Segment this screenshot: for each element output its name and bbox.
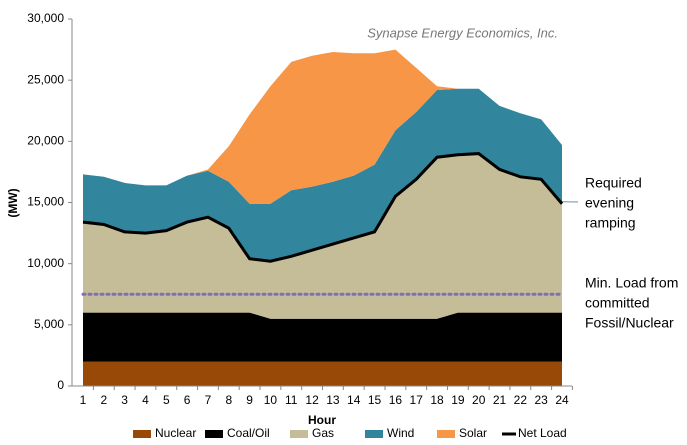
y-axis-label: (MW): [6, 188, 20, 217]
ramping-label: evening: [585, 195, 634, 211]
area: [83, 153, 562, 319]
areas: [83, 49, 562, 386]
legend-swatch: [437, 430, 455, 438]
x-tick-label: 21: [493, 393, 507, 407]
y-tick-label: 0: [57, 378, 64, 392]
y-tick-label: 25,000: [27, 72, 64, 86]
x-tick-label: 9: [246, 393, 253, 407]
y-tick-label: 15,000: [27, 195, 64, 209]
legend-swatch: [365, 430, 383, 438]
x-tick-label: 2: [100, 393, 107, 407]
y-tick-label: 20,000: [27, 134, 64, 148]
area: [83, 361, 562, 386]
min-load-label: Fossil/Nuclear: [585, 315, 674, 331]
x-tick-label: 15: [368, 393, 382, 407]
source-note: Synapse Energy Economics, Inc.: [367, 25, 558, 40]
x-tick-label: 11: [285, 393, 298, 407]
ramping-label: Required: [585, 175, 642, 191]
legend-label: Wind: [387, 426, 414, 440]
x-tick-label: 14: [347, 393, 361, 407]
x-tick-label: 20: [472, 393, 486, 407]
legend-swatch: [133, 430, 151, 438]
y-tick-label: 5,000: [34, 317, 64, 331]
legend-swatch: [205, 430, 223, 438]
x-tick-label: 10: [264, 393, 278, 407]
x-tick-label: 17: [410, 393, 424, 407]
net-load-line: [82, 152, 564, 263]
min-load-label: committed: [585, 295, 650, 311]
x-tick-label: 4: [142, 393, 149, 407]
x-tick-label: 16: [389, 393, 403, 407]
x-tick-label: 22: [514, 393, 528, 407]
ramping-label: ramping: [585, 215, 636, 231]
legend-label: Net Load: [518, 426, 567, 440]
legend-label: Coal/Oil: [227, 426, 270, 440]
x-tick-label: 12: [305, 393, 319, 407]
x-axis-label: Hour: [308, 413, 336, 427]
x-tick-label: 23: [534, 393, 548, 407]
area: [83, 312, 562, 362]
x-tick-label: 8: [225, 393, 232, 407]
x-tick-label: 24: [555, 393, 569, 407]
x-tick-label: 6: [184, 393, 191, 407]
x-tick-label: 19: [451, 393, 465, 407]
x-tick-label: 1: [80, 393, 87, 407]
x-tick-label: 5: [163, 393, 170, 407]
x-tick-label: 18: [430, 393, 444, 407]
y-tick-label: 30,000: [27, 11, 64, 25]
legend-swatch: [290, 430, 308, 438]
legend-label: Gas: [312, 426, 334, 440]
y-tick-label: 10,000: [27, 256, 64, 270]
x-tick-label: 7: [205, 393, 212, 407]
x-tick-label: 3: [121, 393, 128, 407]
min-load-label: Min. Load from: [585, 275, 678, 291]
area: [83, 49, 562, 204]
x-tick-label: 13: [326, 393, 340, 407]
legend-label: Nuclear: [155, 426, 196, 440]
legend-label: Solar: [459, 426, 487, 440]
